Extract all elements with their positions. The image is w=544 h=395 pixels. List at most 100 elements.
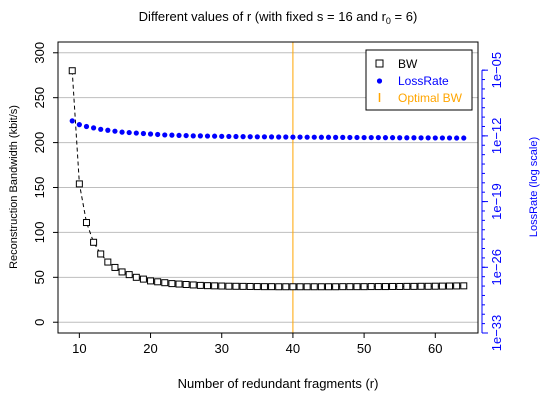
y-axis-left: 0 50 100 150 200 250 300 bbox=[32, 42, 58, 326]
bw-point bbox=[289, 283, 297, 291]
lossrate-point bbox=[183, 132, 189, 139]
bw-point bbox=[118, 268, 126, 276]
lossrate-point bbox=[219, 133, 225, 139]
legend-label: LossRate bbox=[398, 74, 449, 88]
bw-point bbox=[253, 283, 261, 291]
bw-point bbox=[132, 273, 140, 281]
lossrate-point bbox=[318, 134, 324, 140]
bw-point bbox=[275, 283, 283, 291]
lossrate-point bbox=[69, 118, 75, 124]
lossrate-point bbox=[233, 133, 239, 140]
bw-point bbox=[225, 282, 233, 290]
y-tick-label-left: 200 bbox=[32, 132, 47, 154]
bw-point bbox=[367, 283, 375, 291]
bw-point bbox=[460, 282, 468, 290]
bw-point bbox=[175, 280, 183, 288]
lossrate-point bbox=[105, 127, 111, 133]
bw-point bbox=[332, 283, 340, 291]
lossrate-point bbox=[254, 134, 260, 140]
bw-point bbox=[339, 283, 347, 291]
bw-point bbox=[82, 219, 90, 227]
lossrate-point bbox=[126, 129, 132, 136]
title-suffix: = 6) bbox=[391, 9, 417, 24]
lossrate-point bbox=[297, 134, 303, 140]
y-tick-label-left: 0 bbox=[32, 319, 47, 326]
bw-point bbox=[75, 180, 83, 188]
lossrate-point bbox=[240, 134, 246, 140]
lossrate-point bbox=[375, 134, 381, 141]
bw-point bbox=[154, 278, 162, 286]
bw-point bbox=[417, 282, 425, 290]
lossrate-point bbox=[247, 134, 253, 140]
lossrate-point bbox=[340, 134, 346, 140]
lossrate-point bbox=[425, 135, 431, 141]
y-tick-label-left: 50 bbox=[32, 270, 47, 284]
y-tick-label-right: 1e−33 bbox=[489, 315, 504, 352]
bw-point bbox=[90, 238, 98, 246]
y-tick-label-left: 300 bbox=[32, 42, 47, 64]
bw-point bbox=[346, 283, 354, 291]
bw-point bbox=[424, 282, 432, 290]
x-tick-label: 50 bbox=[357, 341, 371, 356]
bw-point bbox=[360, 283, 368, 291]
lossrate-point bbox=[382, 135, 389, 141]
lossrate-point bbox=[418, 135, 424, 141]
y-tick-label-right: 1e−19 bbox=[489, 183, 504, 220]
bw-point bbox=[196, 281, 204, 289]
lossrate-point bbox=[347, 134, 353, 141]
bw-point bbox=[353, 283, 361, 291]
bw-point bbox=[203, 282, 211, 290]
bw-point bbox=[97, 250, 105, 258]
lossrate-point bbox=[397, 135, 403, 141]
bw-point bbox=[438, 282, 446, 290]
bw-point bbox=[182, 281, 190, 288]
y-axis-right: 1e−33 1e−26 1e−19 1e−12 1e−05 bbox=[481, 52, 504, 352]
lossrate-point bbox=[90, 125, 97, 131]
bw-point bbox=[317, 283, 325, 291]
lossrate-point bbox=[98, 126, 104, 132]
lossrate-point bbox=[169, 132, 175, 138]
lossrate-point bbox=[119, 129, 125, 135]
y-tick-label-left: 150 bbox=[32, 177, 47, 199]
lossrate-point bbox=[162, 132, 168, 138]
bw-point bbox=[325, 283, 333, 291]
lossrate-point bbox=[147, 131, 154, 137]
x-tick-label: 60 bbox=[428, 341, 442, 356]
bw-point bbox=[239, 282, 247, 290]
bw-point bbox=[403, 282, 411, 290]
lossrate-point bbox=[461, 135, 467, 141]
bw-point bbox=[218, 282, 226, 290]
x-tick-label: 20 bbox=[143, 341, 157, 356]
lossrate-point bbox=[354, 134, 360, 141]
lossrate-point bbox=[368, 134, 374, 141]
lossrate-point bbox=[112, 128, 118, 134]
title-prefix: Different values of r (with fixed s = 16… bbox=[139, 9, 387, 24]
y-axis-label-left: Reconstruction Bandwidth (kbit/s) bbox=[8, 105, 20, 269]
lossrate-point bbox=[268, 134, 275, 140]
lossrate-point bbox=[432, 135, 438, 141]
y-tick-label-right: 1e−26 bbox=[489, 249, 504, 286]
bw-point bbox=[446, 282, 454, 290]
lossrate-point bbox=[446, 135, 453, 141]
x-tick-label: 10 bbox=[72, 341, 86, 356]
x-axis: 10 20 30 40 50 60 bbox=[72, 333, 443, 356]
lossrate-point bbox=[261, 134, 268, 140]
lossrate-point bbox=[404, 135, 410, 141]
chart-title: Different values of r (with fixed s = 16… bbox=[139, 9, 418, 26]
lossrate-point bbox=[439, 135, 446, 141]
legend-label: BW bbox=[398, 57, 418, 71]
lossrate-point bbox=[226, 133, 232, 140]
legend-lossrate-marker bbox=[376, 78, 383, 84]
lossrate-point bbox=[361, 134, 367, 141]
lossrate-point bbox=[276, 134, 282, 140]
lossrate-point bbox=[212, 133, 218, 139]
bw-point bbox=[139, 275, 147, 283]
bw-point bbox=[431, 282, 439, 290]
bw-point bbox=[282, 283, 290, 291]
lossrate-point bbox=[311, 134, 317, 140]
bw-point bbox=[211, 282, 219, 290]
lossrate-point bbox=[190, 133, 196, 139]
lossrate-point bbox=[155, 131, 161, 138]
lossrate-point bbox=[140, 130, 147, 137]
